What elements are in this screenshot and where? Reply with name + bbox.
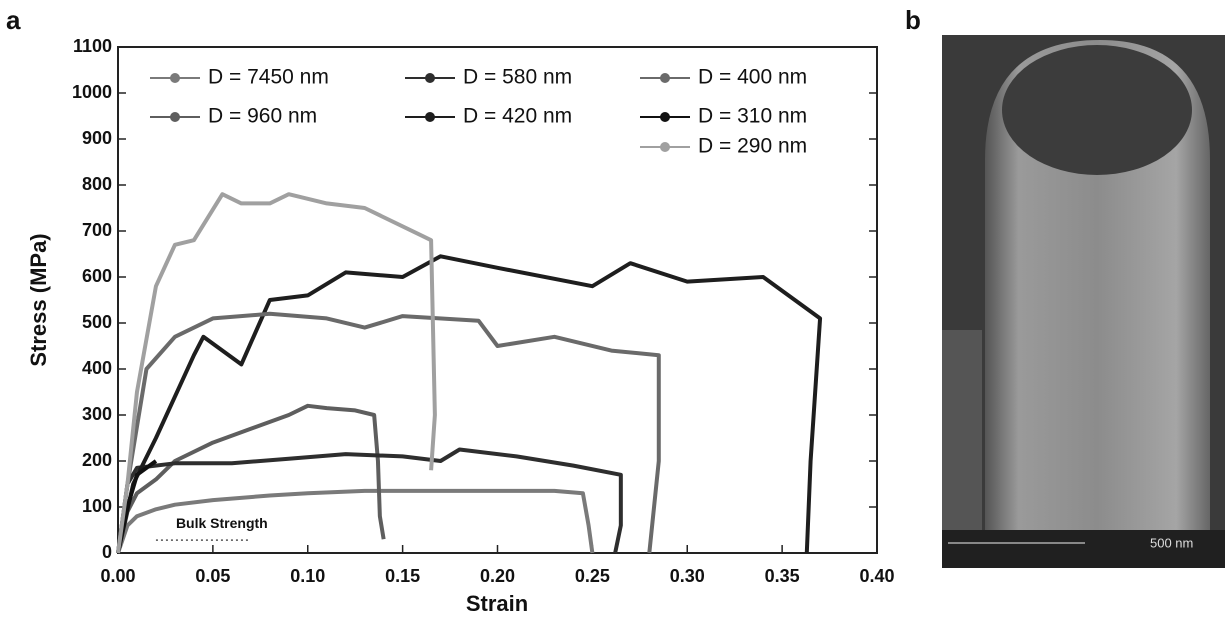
y-tick-label: 1100 [73, 36, 112, 56]
substrate [942, 330, 982, 530]
series-line [116, 254, 823, 554]
x-tick-label: 0.25 [575, 566, 610, 586]
series-line [116, 488, 595, 554]
legend-label: D = 580 nm [463, 66, 572, 89]
panel-label: a [6, 5, 21, 35]
legend-marker [660, 73, 670, 83]
legend-marker [425, 73, 435, 83]
y-tick-label: 200 [82, 450, 112, 470]
x-tick-label: 0.05 [195, 566, 230, 586]
x-tick-label: 0.35 [765, 566, 800, 586]
y-tick-label: 600 [82, 266, 112, 286]
y-tick-label: 700 [82, 220, 112, 240]
y-tick-label: 800 [82, 174, 112, 194]
x-tick-label: 0.00 [100, 566, 135, 586]
annotation: Bulk Strength [176, 515, 268, 531]
series-line [116, 192, 437, 554]
legend-label: D = 420 nm [463, 105, 572, 128]
pillar-top [1002, 45, 1192, 175]
x-tick-label: 0.10 [290, 566, 325, 586]
y-axis-label: Stress (MPa) [26, 233, 51, 366]
legend-marker [660, 142, 670, 152]
legend-marker [660, 112, 670, 122]
y-tick-label: 900 [82, 128, 112, 148]
y-tick-label: 500 [82, 312, 112, 332]
legend-marker [170, 112, 180, 122]
legend-label: D = 7450 nm [208, 66, 329, 89]
x-tick-label: 0.15 [385, 566, 420, 586]
scale-strip [942, 530, 1225, 568]
y-tick-label: 100 [82, 496, 112, 516]
series-line [116, 403, 386, 554]
scale-bar-label: 500 nm [1150, 535, 1193, 550]
legend-label: D = 290 nm [698, 135, 807, 158]
legend-marker [170, 73, 180, 83]
legend-label: D = 400 nm [698, 66, 807, 89]
series-line [116, 311, 661, 554]
legend-marker [425, 112, 435, 122]
legend-label: D = 960 nm [208, 105, 317, 128]
y-tick-label: 1000 [72, 82, 112, 102]
legend-label: D = 310 nm [698, 105, 807, 128]
y-tick-label: 0 [102, 542, 112, 562]
x-axis-label: Strain [466, 591, 528, 616]
y-tick-label: 300 [82, 404, 112, 424]
x-tick-label: 0.40 [859, 566, 894, 586]
x-tick-label: 0.20 [480, 566, 515, 586]
sem-image: 500 nm [942, 35, 1225, 568]
y-tick-label: 400 [82, 358, 112, 378]
x-tick-label: 0.30 [670, 566, 705, 586]
panel-label: b [905, 5, 921, 35]
